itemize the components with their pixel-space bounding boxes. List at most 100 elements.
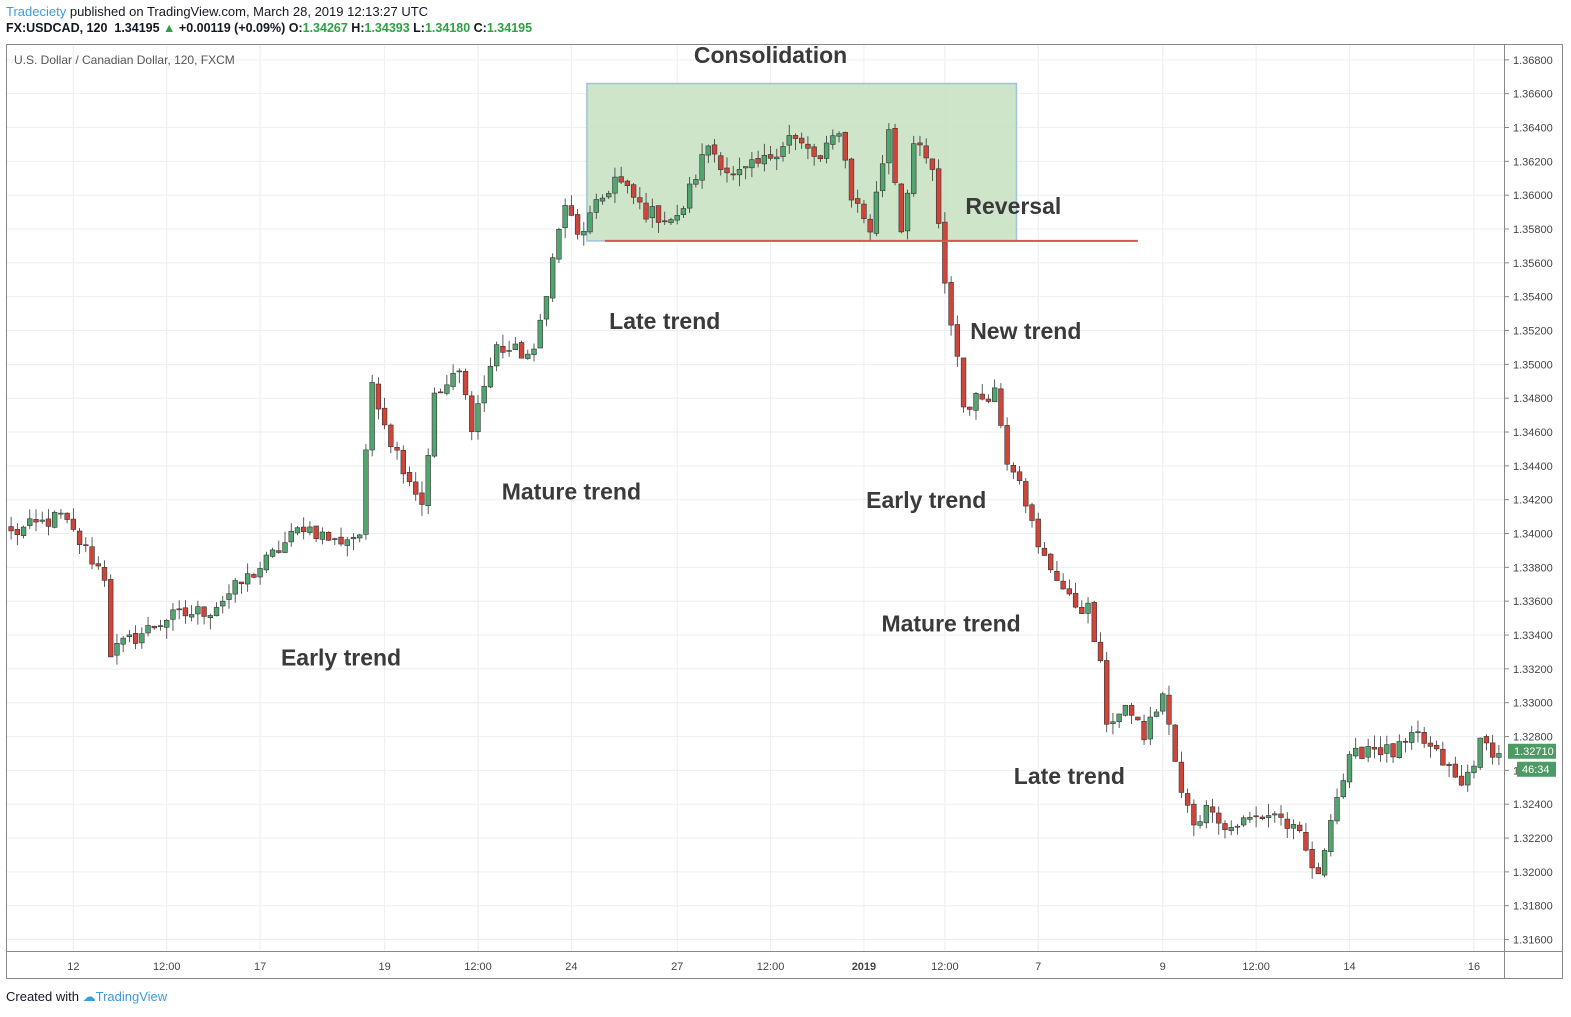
x-tick-label: 7 [1035, 961, 1041, 973]
candle-body [45, 518, 52, 527]
candle-body [1116, 713, 1122, 722]
candle-body [1259, 816, 1266, 819]
annotation-label: Early trend [281, 644, 401, 670]
candle-body [991, 387, 998, 403]
candle-body [842, 132, 848, 161]
candle-body [145, 625, 151, 634]
annotation-label: Consolidation [694, 42, 847, 68]
candle-body [705, 145, 711, 156]
candle-body [1110, 721, 1116, 725]
candle-body [1097, 641, 1104, 661]
low-value: 1.34180 [424, 21, 471, 35]
candle-body [20, 526, 27, 537]
candle-body [381, 407, 388, 426]
candle-body [263, 554, 270, 571]
candle-body [562, 205, 568, 229]
y-tick-label: 1.36800 [1513, 55, 1553, 67]
candle-body [126, 634, 133, 637]
candle-body [1340, 780, 1346, 798]
candle-body [1353, 747, 1359, 757]
candle-body [1297, 824, 1303, 832]
candle-body [33, 519, 39, 523]
candle-body [1253, 815, 1259, 818]
candle-body [848, 158, 855, 201]
candle-body [1409, 732, 1415, 743]
candle-body [574, 214, 581, 235]
candle-body [1234, 825, 1241, 828]
candle-body [724, 167, 730, 174]
candle-body [444, 384, 450, 394]
candle-body [369, 382, 375, 451]
candle-body [699, 154, 705, 181]
candle-body [1029, 504, 1035, 521]
candles[interactable] [8, 123, 1502, 879]
candle-body [873, 191, 880, 234]
y-tick-label: 1.32400 [1513, 799, 1553, 811]
candle-body [431, 392, 438, 457]
candle-body [1346, 754, 1353, 783]
published-text: published on TradingView.com, March 28, … [69, 4, 429, 19]
candle-body [998, 388, 1004, 426]
time-axis[interactable]: 12 12:00 17 19 12:00 24 27 12:00 2019 12:00 7 9 12:0… [67, 961, 1480, 973]
candle-body [1228, 827, 1234, 831]
candle-body [935, 168, 942, 224]
candle-body [730, 173, 736, 176]
x-tick-label: 12:00 [464, 961, 492, 973]
price-axis[interactable]: 1.36800 1.36600 1.36400 1.36200 1.36000 1.358… [1505, 55, 1553, 947]
candle-body [14, 529, 21, 536]
candle-body [70, 518, 77, 530]
candle-body [151, 625, 157, 629]
candle-body [979, 393, 985, 400]
publisher-link[interactable]: Tradeciety [6, 4, 67, 19]
annotation-label: Early trend [866, 487, 986, 513]
y-tick-label: 1.36400 [1513, 123, 1553, 135]
candle-body [1004, 425, 1010, 465]
candle-body [786, 135, 792, 146]
candle-body [817, 155, 824, 160]
tradingview-logo-icon: ☁ [82, 989, 96, 1004]
x-tick-label: 24 [565, 961, 577, 973]
symbol-label: FX:USDCAD, 120 [6, 21, 108, 35]
candle-body [244, 573, 251, 585]
chart-border [6, 44, 1563, 979]
candle-body [1384, 744, 1390, 754]
candle-body [1328, 820, 1334, 852]
candle-body [823, 142, 830, 159]
candle-body [325, 531, 332, 541]
candle-body [363, 449, 369, 535]
candle-body [257, 568, 263, 578]
candle-body [1359, 746, 1365, 759]
candle-body [985, 398, 992, 402]
y-tick-label: 1.31800 [1513, 901, 1553, 913]
tradingview-link[interactable]: TradingView [95, 989, 168, 1004]
candle-body [1066, 588, 1073, 595]
candle-body [923, 145, 929, 159]
candle-body [1166, 694, 1172, 725]
candle-body [1315, 867, 1322, 875]
candle-body [220, 600, 226, 607]
candle-body [1247, 816, 1253, 820]
candle-body [593, 199, 599, 213]
publish-info: Tradeciety published on TradingView.com,… [6, 4, 428, 19]
candle-body [711, 144, 718, 155]
candle-body [942, 221, 948, 284]
candle-body [599, 197, 606, 202]
candle-body [867, 218, 873, 233]
annotation-label: Mature trend [881, 611, 1020, 637]
candle-body [288, 530, 294, 543]
candle-body [493, 344, 500, 367]
candle-body [1390, 743, 1396, 758]
x-tick-label: 12:00 [931, 961, 959, 973]
y-tick-label: 1.35000 [1513, 359, 1553, 371]
candle-body [742, 166, 749, 169]
candle-body [1085, 602, 1091, 614]
candle-body [556, 229, 562, 260]
candle-body [855, 198, 861, 204]
candle-body [456, 370, 462, 373]
candle-body [1023, 481, 1029, 507]
candle-body [1483, 736, 1490, 744]
y-tick-label: 1.34600 [1513, 427, 1553, 439]
candle-body [973, 393, 979, 411]
candle-body [1141, 721, 1147, 741]
